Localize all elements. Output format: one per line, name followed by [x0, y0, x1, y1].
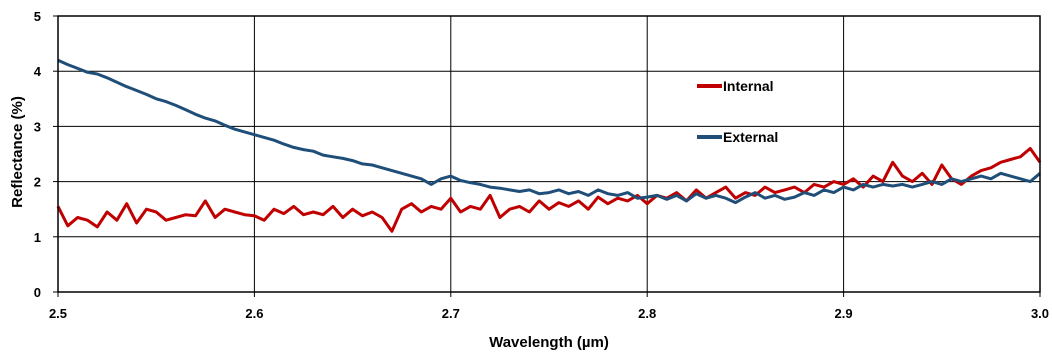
legend-label-external: External: [723, 129, 778, 145]
y-tick-label: 3: [34, 119, 41, 134]
legend: Internal External: [697, 78, 778, 145]
x-axis-title: Wavelength (µm): [489, 334, 609, 351]
y-tick-label: 1: [34, 230, 41, 245]
x-tick-label: 2.7: [442, 306, 460, 321]
series-line-external: [57, 58, 1041, 205]
x-tick-label: 2.5: [49, 306, 67, 321]
y-tick-label: 4: [34, 64, 42, 79]
plot-area-frame: [57, 15, 1041, 293]
x-tick-label: 2.6: [245, 306, 263, 321]
y-axis-ticks: 0 1 2 3 4 5: [34, 9, 58, 300]
y-tick-label: 0: [34, 285, 41, 300]
series-line-internal: [56, 147, 1042, 233]
legend-label-internal: Internal: [723, 78, 774, 94]
x-tick-label: 2.8: [638, 306, 656, 321]
x-tick-label: 3.0: [1031, 306, 1049, 321]
y-tick-label: 2: [34, 175, 41, 190]
y-tick-label: 5: [34, 9, 41, 24]
series-lines: [56, 58, 1042, 233]
x-tick-label: 2.9: [835, 306, 853, 321]
gridlines: [57, 15, 1041, 293]
y-axis-title: Reflectance (%): [9, 96, 26, 208]
x-axis-ticks: 2.5 2.6 2.7 2.8 2.9 3.0: [49, 292, 1049, 321]
